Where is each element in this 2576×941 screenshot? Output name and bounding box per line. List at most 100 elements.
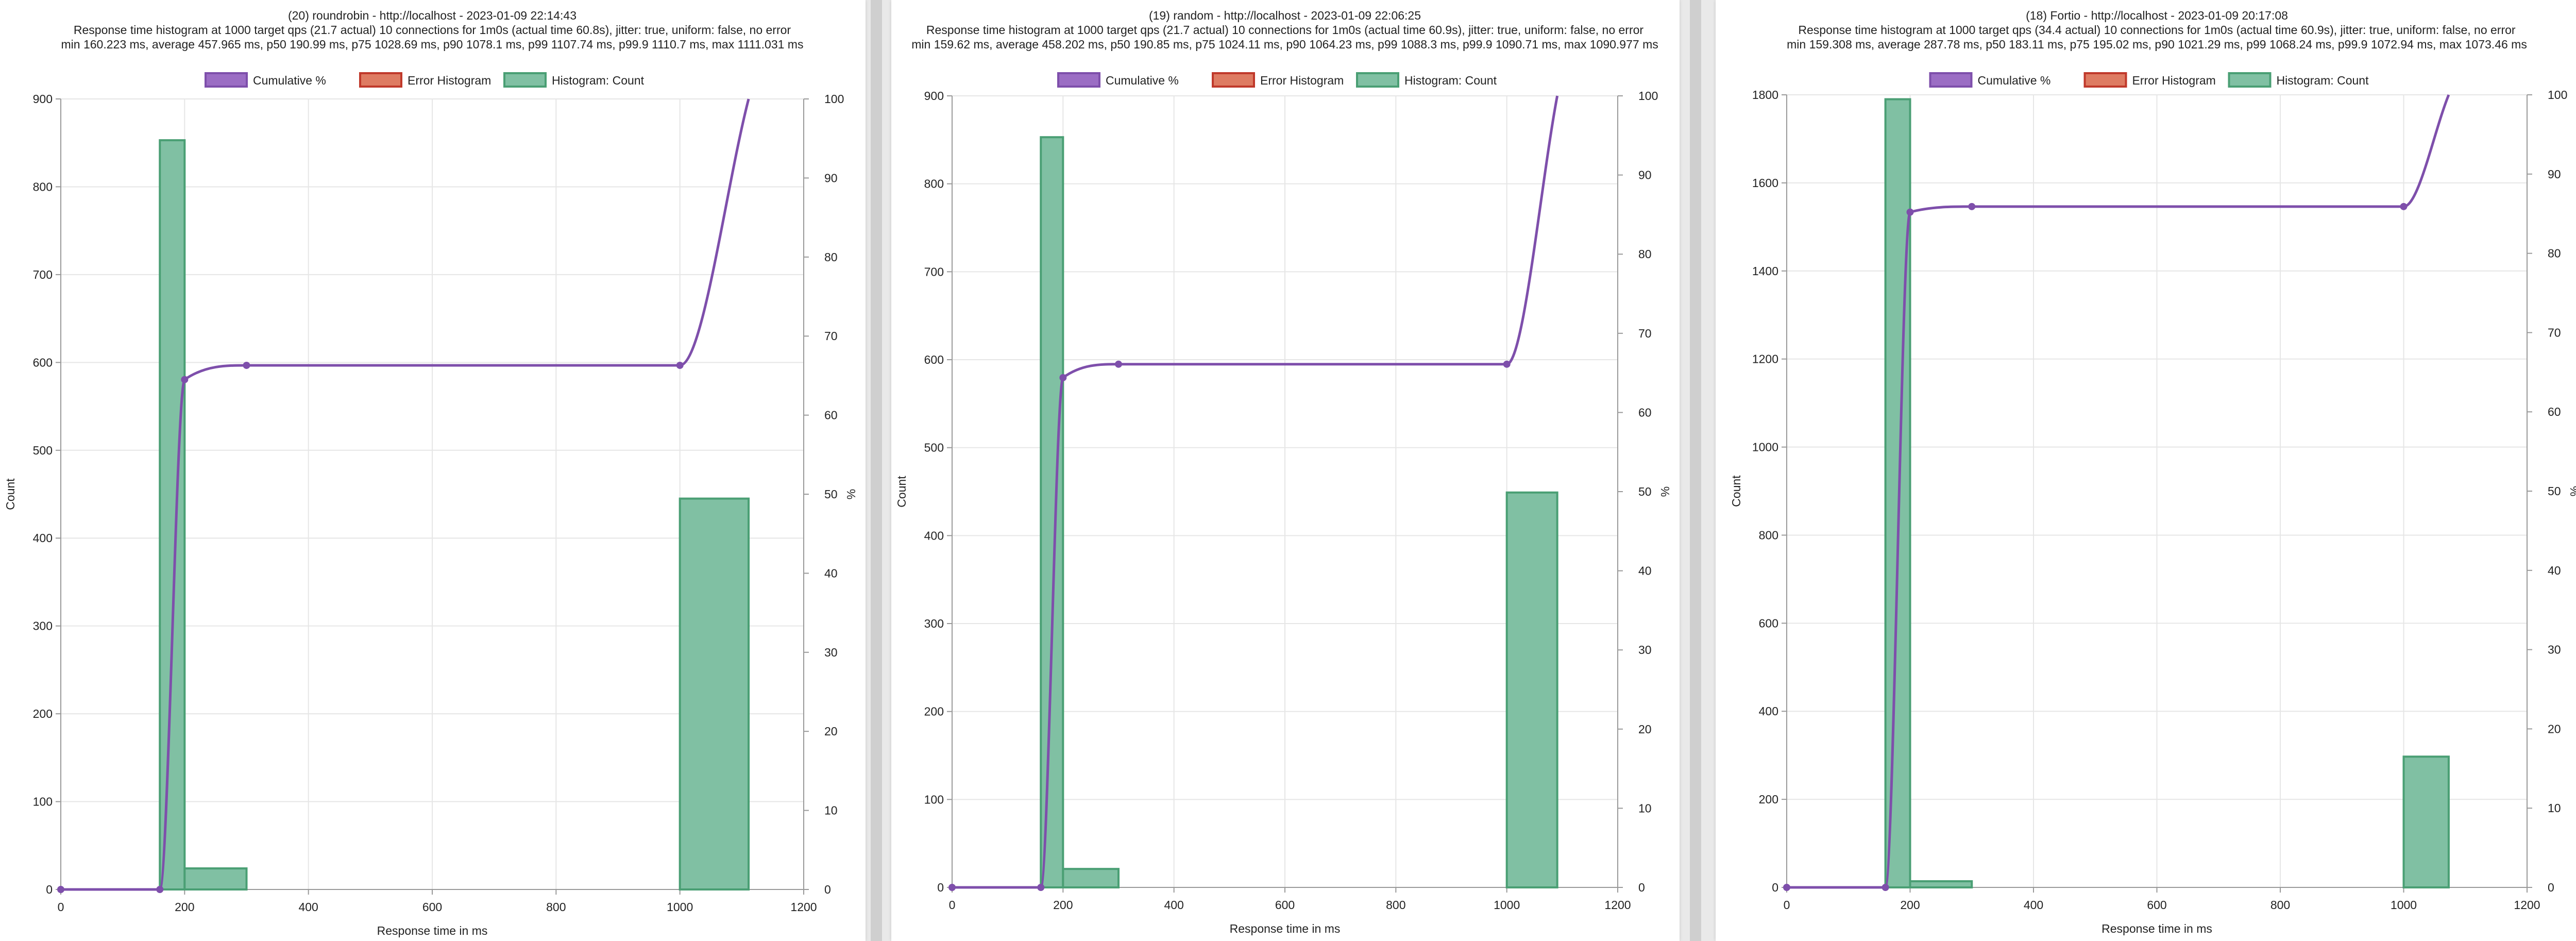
x-tick-label: 200 bbox=[1900, 898, 1920, 912]
legend-error-histogram-swatch bbox=[1212, 72, 1255, 88]
y-right-tick-label: 60 bbox=[1638, 406, 1652, 419]
y-left-tick-label: 200 bbox=[33, 707, 53, 720]
legend-histogram-count-swatch bbox=[2228, 72, 2272, 88]
chart-subtitle: min 159.62 ms, average 458.202 ms, p50 1… bbox=[911, 38, 1658, 51]
y-right-tick-label: 10 bbox=[2548, 801, 2561, 815]
legend-error-histogram-swatch bbox=[359, 72, 402, 88]
y-left-tick-label: 0 bbox=[1772, 881, 1778, 894]
legend-cumulative-swatch bbox=[205, 72, 248, 88]
cumulative-point bbox=[1059, 374, 1067, 381]
legend-cumulative-swatch bbox=[1929, 72, 1973, 88]
y-right-tick-label: 70 bbox=[824, 329, 838, 343]
y-left-tick-label: 100 bbox=[924, 793, 944, 806]
y-left-axis-title: Count bbox=[4, 478, 17, 510]
y-right-tick-label: 90 bbox=[824, 171, 838, 184]
legend-cumulative-label: Cumulative % bbox=[1978, 74, 2051, 87]
x-tick-label: 800 bbox=[546, 900, 566, 914]
y-left-tick-label: 400 bbox=[924, 529, 944, 542]
chart-panel-roundrobin: (20) roundrobin - http://localhost - 202… bbox=[0, 0, 866, 941]
y-right-tick-label: 100 bbox=[2548, 88, 2567, 102]
y-right-tick-label: 40 bbox=[1638, 564, 1652, 578]
legend-error-histogram-swatch bbox=[2083, 72, 2127, 88]
panel-divider bbox=[1690, 0, 1701, 941]
histogram-chart: (18) Fortio - http://localhost - 2023-01… bbox=[1730, 9, 2576, 935]
y-left-tick-label: 400 bbox=[1759, 704, 1778, 718]
y-left-tick-label: 100 bbox=[33, 795, 53, 809]
y-left-tick-label: 300 bbox=[33, 619, 53, 633]
y-right-tick-label: 50 bbox=[1638, 485, 1652, 498]
x-tick-label: 0 bbox=[949, 898, 956, 912]
y-right-tick-label: 50 bbox=[824, 488, 838, 501]
y-right-tick-label: 40 bbox=[824, 566, 838, 580]
legend-cumulative-swatch bbox=[1057, 72, 1100, 88]
histogram-chart: (20) roundrobin - http://localhost - 202… bbox=[4, 9, 858, 937]
x-tick-label: 400 bbox=[2024, 898, 2043, 912]
y-left-tick-label: 0 bbox=[937, 881, 944, 894]
cumulative-point bbox=[676, 361, 684, 369]
y-left-tick-label: 400 bbox=[33, 531, 53, 545]
cumulative-point bbox=[57, 886, 64, 893]
cumulative-point bbox=[1968, 203, 1976, 210]
histogram-bar bbox=[183, 867, 248, 891]
cumulative-line bbox=[1787, 94, 2450, 889]
y-left-tick-label: 500 bbox=[33, 444, 53, 457]
chart-panel-random: (19) random - http://localhost - 2023-01… bbox=[891, 0, 1680, 941]
legend-error-histogram-label: Error Histogram bbox=[408, 74, 491, 87]
x-tick-label: 1200 bbox=[790, 900, 817, 914]
y-left-tick-label: 1200 bbox=[1752, 352, 1778, 366]
x-tick-label: 600 bbox=[422, 900, 442, 914]
cumulative-point bbox=[2400, 203, 2408, 210]
chart-title: (18) Fortio - http://localhost - 2023-01… bbox=[2026, 9, 2288, 22]
legend-cumulative-label: Cumulative % bbox=[1106, 74, 1179, 87]
cumulative-point bbox=[948, 884, 956, 891]
y-left-tick-label: 900 bbox=[924, 89, 944, 103]
x-tick-label: 200 bbox=[1053, 898, 1073, 912]
y-right-tick-label: 20 bbox=[824, 725, 838, 738]
y-right-tick-label: 80 bbox=[1638, 247, 1652, 261]
y-left-tick-label: 500 bbox=[924, 441, 944, 455]
y-left-axis-title: Count bbox=[895, 476, 908, 508]
legend-histogram-count-swatch bbox=[1356, 72, 1399, 88]
y-right-tick-label: 70 bbox=[1638, 327, 1652, 340]
y-right-tick-label: 50 bbox=[2548, 484, 2561, 498]
y-right-tick-label: 80 bbox=[824, 250, 838, 264]
y-left-tick-label: 800 bbox=[1759, 528, 1778, 542]
x-tick-label: 1200 bbox=[1604, 898, 1631, 912]
x-tick-label: 200 bbox=[175, 900, 194, 914]
chart-title: (20) roundrobin - http://localhost - 202… bbox=[288, 9, 577, 22]
legend-cumulative-label: Cumulative % bbox=[253, 74, 326, 87]
cumulative-line bbox=[952, 95, 1559, 889]
y-right-axis-title: % bbox=[844, 489, 858, 499]
chart-subtitle: Response time histogram at 1000 target q… bbox=[1798, 23, 2516, 37]
chart-title: (19) random - http://localhost - 2023-01… bbox=[1149, 9, 1421, 22]
cumulative-point bbox=[1906, 208, 1914, 216]
y-right-axis-title: % bbox=[1658, 486, 1672, 497]
y-right-tick-label: 100 bbox=[824, 92, 844, 106]
y-right-tick-label: 10 bbox=[1638, 801, 1652, 815]
y-right-tick-label: 20 bbox=[2548, 722, 2561, 735]
y-left-tick-label: 600 bbox=[33, 356, 53, 369]
y-right-tick-label: 30 bbox=[824, 646, 838, 659]
legend-error-histogram-label: Error Histogram bbox=[1260, 74, 1344, 87]
cumulative-point bbox=[1115, 360, 1122, 368]
histogram-bar bbox=[1909, 880, 1973, 888]
histogram-bar bbox=[1884, 98, 1911, 889]
y-right-tick-label: 0 bbox=[2548, 881, 2554, 894]
y-left-tick-label: 1800 bbox=[1752, 88, 1778, 102]
histogram-chart: (19) random - http://localhost - 2023-01… bbox=[895, 9, 1672, 935]
y-right-tick-label: 30 bbox=[2548, 643, 2561, 657]
y-right-tick-label: 90 bbox=[2548, 167, 2561, 181]
cumulative-point bbox=[156, 886, 164, 893]
y-left-tick-label: 700 bbox=[924, 265, 944, 278]
cumulative-point bbox=[1503, 360, 1511, 368]
histogram-bar bbox=[679, 497, 750, 890]
y-right-tick-label: 60 bbox=[824, 409, 838, 422]
y-right-tick-label: 0 bbox=[1638, 881, 1645, 894]
y-left-tick-label: 200 bbox=[924, 705, 944, 718]
chart-subtitle: min 160.223 ms, average 457.965 ms, p50 … bbox=[61, 38, 804, 51]
chart-subtitle: Response time histogram at 1000 target q… bbox=[74, 23, 791, 37]
y-left-tick-label: 600 bbox=[1759, 616, 1778, 630]
histogram-bar bbox=[1062, 868, 1120, 889]
y-left-tick-label: 600 bbox=[924, 353, 944, 366]
x-tick-label: 1000 bbox=[667, 900, 693, 914]
